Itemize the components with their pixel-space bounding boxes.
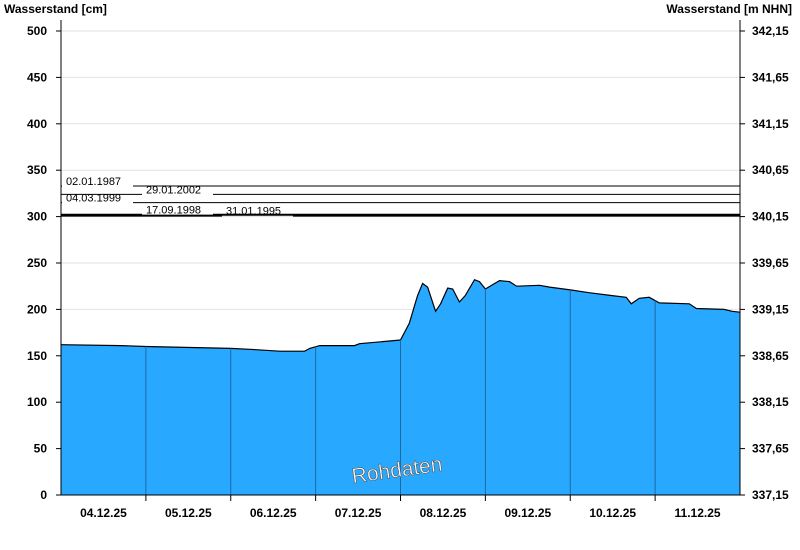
right-tick-label: 338,15 (752, 395, 789, 409)
x-tick-label: 06.12.25 (250, 506, 297, 520)
reference-line-label: 31.01.1995 (226, 206, 281, 218)
reference-line-label: 02.01.1987 (66, 176, 121, 188)
right-tick-label: 340,65 (752, 163, 789, 177)
left-tick-label: 350 (27, 163, 47, 177)
x-tick-label: 10.12.25 (589, 506, 636, 520)
left-tick-label: 500 (27, 24, 47, 38)
left-axis-title: Wasserstand [cm] (4, 2, 107, 16)
right-tick-label: 339,65 (752, 256, 789, 270)
x-tick-label: 08.12.25 (420, 506, 467, 520)
left-tick-label: 150 (27, 349, 47, 363)
reference-line-label: 04.03.1999 (66, 193, 121, 205)
right-axis-title: Wasserstand [m NHN] (666, 2, 792, 16)
right-tick-label: 340,15 (752, 210, 789, 224)
reference-line-label: 29.01.2002 (146, 184, 201, 196)
left-tick-label: 450 (27, 70, 47, 84)
water-level-line (60, 278, 741, 352)
left-tick-label: 200 (27, 302, 47, 316)
right-tick-label: 337,65 (752, 442, 789, 456)
left-tick-label: 0 (40, 488, 47, 502)
left-tick-label: 250 (27, 256, 47, 270)
right-tick-label: 341,65 (752, 70, 789, 84)
right-tick-label: 337,15 (752, 488, 789, 502)
x-tick-label: 05.12.25 (165, 506, 212, 520)
x-tick-label: 11.12.25 (675, 506, 721, 520)
left-tick-label: 50 (34, 442, 48, 456)
right-tick-label: 339,15 (752, 302, 789, 316)
x-tick-label: 04.12.25 (80, 506, 127, 520)
left-tick-label: 100 (27, 395, 47, 409)
x-tick-label: 09.12.25 (504, 506, 551, 520)
left-tick-label: 400 (27, 117, 47, 131)
right-tick-label: 342,15 (752, 24, 789, 38)
left-tick-label: 300 (27, 210, 47, 224)
right-tick-label: 338,65 (752, 349, 789, 363)
x-tick-label: 07.12.25 (335, 506, 382, 520)
reference-line-label: 17.09.1998 (146, 205, 201, 217)
right-tick-label: 341,15 (752, 117, 789, 131)
